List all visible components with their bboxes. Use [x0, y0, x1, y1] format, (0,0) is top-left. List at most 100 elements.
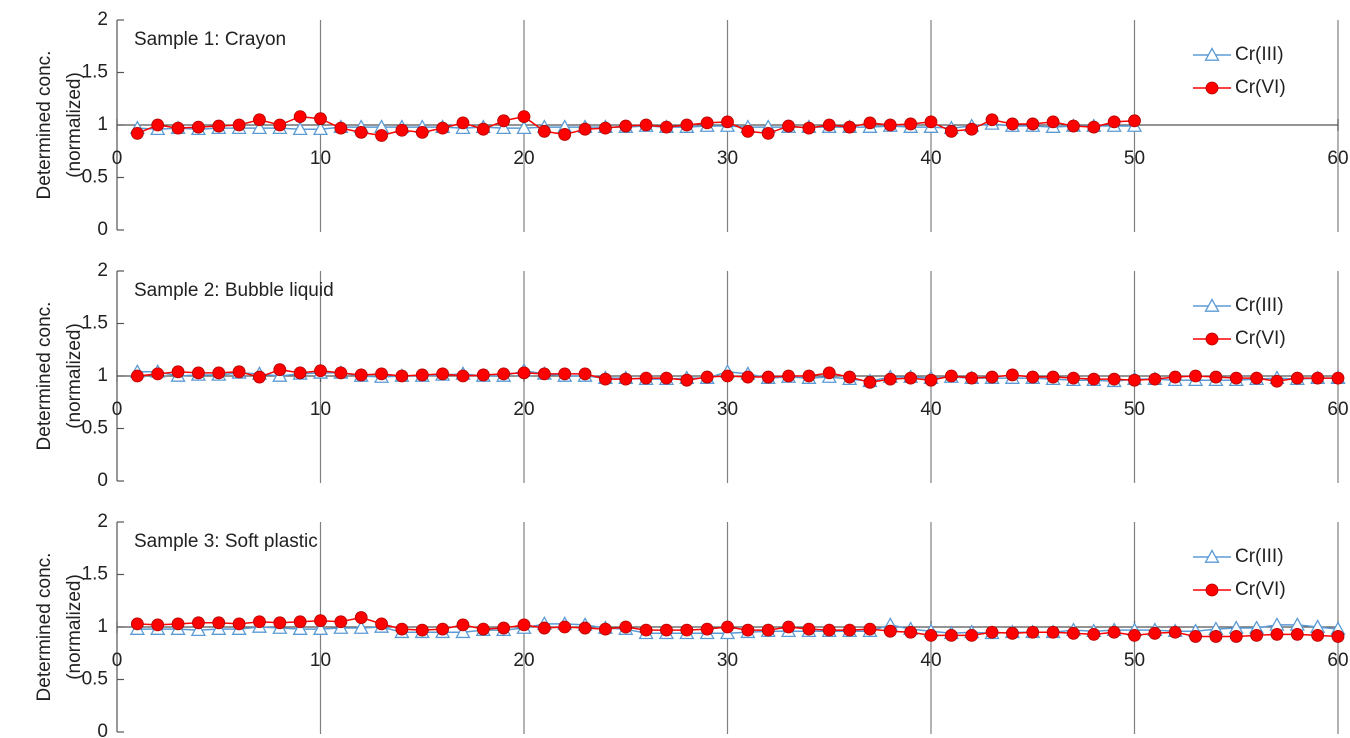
marker	[558, 128, 572, 141]
marker	[191, 366, 205, 380]
marker	[599, 372, 612, 386]
marker	[863, 622, 877, 636]
y-tick-label: 2	[97, 511, 108, 532]
marker	[1087, 627, 1101, 641]
x-tick-label: 10	[310, 399, 331, 420]
marker	[1107, 372, 1121, 386]
marker	[273, 363, 287, 377]
marker	[1290, 371, 1304, 385]
marker	[232, 118, 246, 132]
marker	[741, 124, 755, 138]
marker	[354, 368, 368, 382]
marker	[761, 370, 775, 384]
marker	[985, 370, 999, 384]
marker	[558, 620, 572, 634]
marker	[721, 115, 734, 129]
marker	[965, 122, 979, 136]
x-tick-label: 50	[1124, 148, 1145, 169]
marker	[883, 372, 897, 386]
marker	[660, 371, 673, 385]
x-tick-label: 30	[717, 148, 738, 169]
marker	[1331, 630, 1345, 643]
marker	[395, 369, 409, 383]
legend-label: Cr(VI)	[1235, 328, 1286, 349]
marker	[741, 370, 755, 384]
marker	[456, 618, 470, 632]
marker	[293, 366, 307, 380]
marker	[456, 369, 470, 383]
legend-marker	[1205, 332, 1219, 346]
marker	[251, 120, 268, 135]
legend-marker	[1205, 81, 1219, 95]
marker	[802, 369, 816, 383]
marker	[639, 623, 653, 637]
y-axis-label: Determined conc.	[34, 302, 55, 451]
marker	[1148, 372, 1162, 386]
marker	[619, 119, 633, 133]
marker	[292, 121, 308, 136]
marker	[1107, 115, 1121, 129]
marker	[1087, 120, 1101, 134]
marker	[497, 621, 511, 635]
marker	[171, 617, 185, 631]
x-tick-label: 60	[1327, 650, 1348, 671]
marker	[863, 116, 877, 130]
marker	[496, 120, 512, 135]
y-tick-label: 2	[97, 9, 108, 30]
y-axis-label: (normalized)	[64, 323, 85, 429]
marker	[599, 622, 612, 636]
marker	[456, 116, 470, 130]
marker	[130, 126, 144, 140]
marker	[1006, 368, 1019, 382]
marker	[599, 121, 612, 135]
marker	[497, 367, 511, 381]
marker	[191, 616, 205, 630]
marker	[1067, 119, 1080, 133]
y-axis-label: (normalized)	[64, 574, 85, 680]
marker	[1229, 371, 1243, 385]
y-tick-label: 0.5	[82, 418, 108, 439]
marker	[904, 117, 918, 131]
marker	[334, 615, 348, 629]
marker	[944, 629, 958, 642]
legend-marker	[1204, 47, 1220, 61]
marker	[700, 622, 714, 636]
marker	[802, 121, 816, 135]
y-tick-label: 1.5	[82, 313, 108, 334]
marker	[822, 623, 836, 637]
marker	[680, 373, 694, 387]
marker	[1067, 371, 1080, 385]
x-tick-label: 0	[112, 399, 123, 420]
marker	[232, 617, 246, 631]
marker	[312, 621, 329, 635]
marker	[761, 126, 775, 140]
x-tick-label: 20	[513, 650, 534, 671]
marker	[1331, 371, 1345, 385]
marker	[1006, 117, 1019, 131]
marker	[1046, 115, 1060, 129]
marker	[517, 110, 531, 123]
marker	[314, 112, 327, 126]
marker	[924, 629, 938, 642]
marker	[944, 369, 958, 383]
marker	[1290, 627, 1304, 641]
marker	[619, 620, 633, 634]
marker	[1006, 626, 1019, 640]
marker	[965, 629, 979, 642]
marker	[883, 624, 897, 638]
marker	[1026, 117, 1040, 131]
marker	[130, 617, 144, 631]
marker	[354, 611, 368, 624]
marker	[1168, 625, 1182, 639]
marker	[1148, 626, 1162, 640]
marker	[314, 614, 327, 628]
marker	[537, 621, 551, 635]
marker	[253, 113, 266, 127]
marker	[293, 110, 307, 123]
marker	[680, 623, 694, 637]
y-tick-label: 1.5	[82, 62, 108, 83]
x-tick-label: 10	[310, 650, 331, 671]
legend-label: Cr(VI)	[1235, 77, 1286, 98]
